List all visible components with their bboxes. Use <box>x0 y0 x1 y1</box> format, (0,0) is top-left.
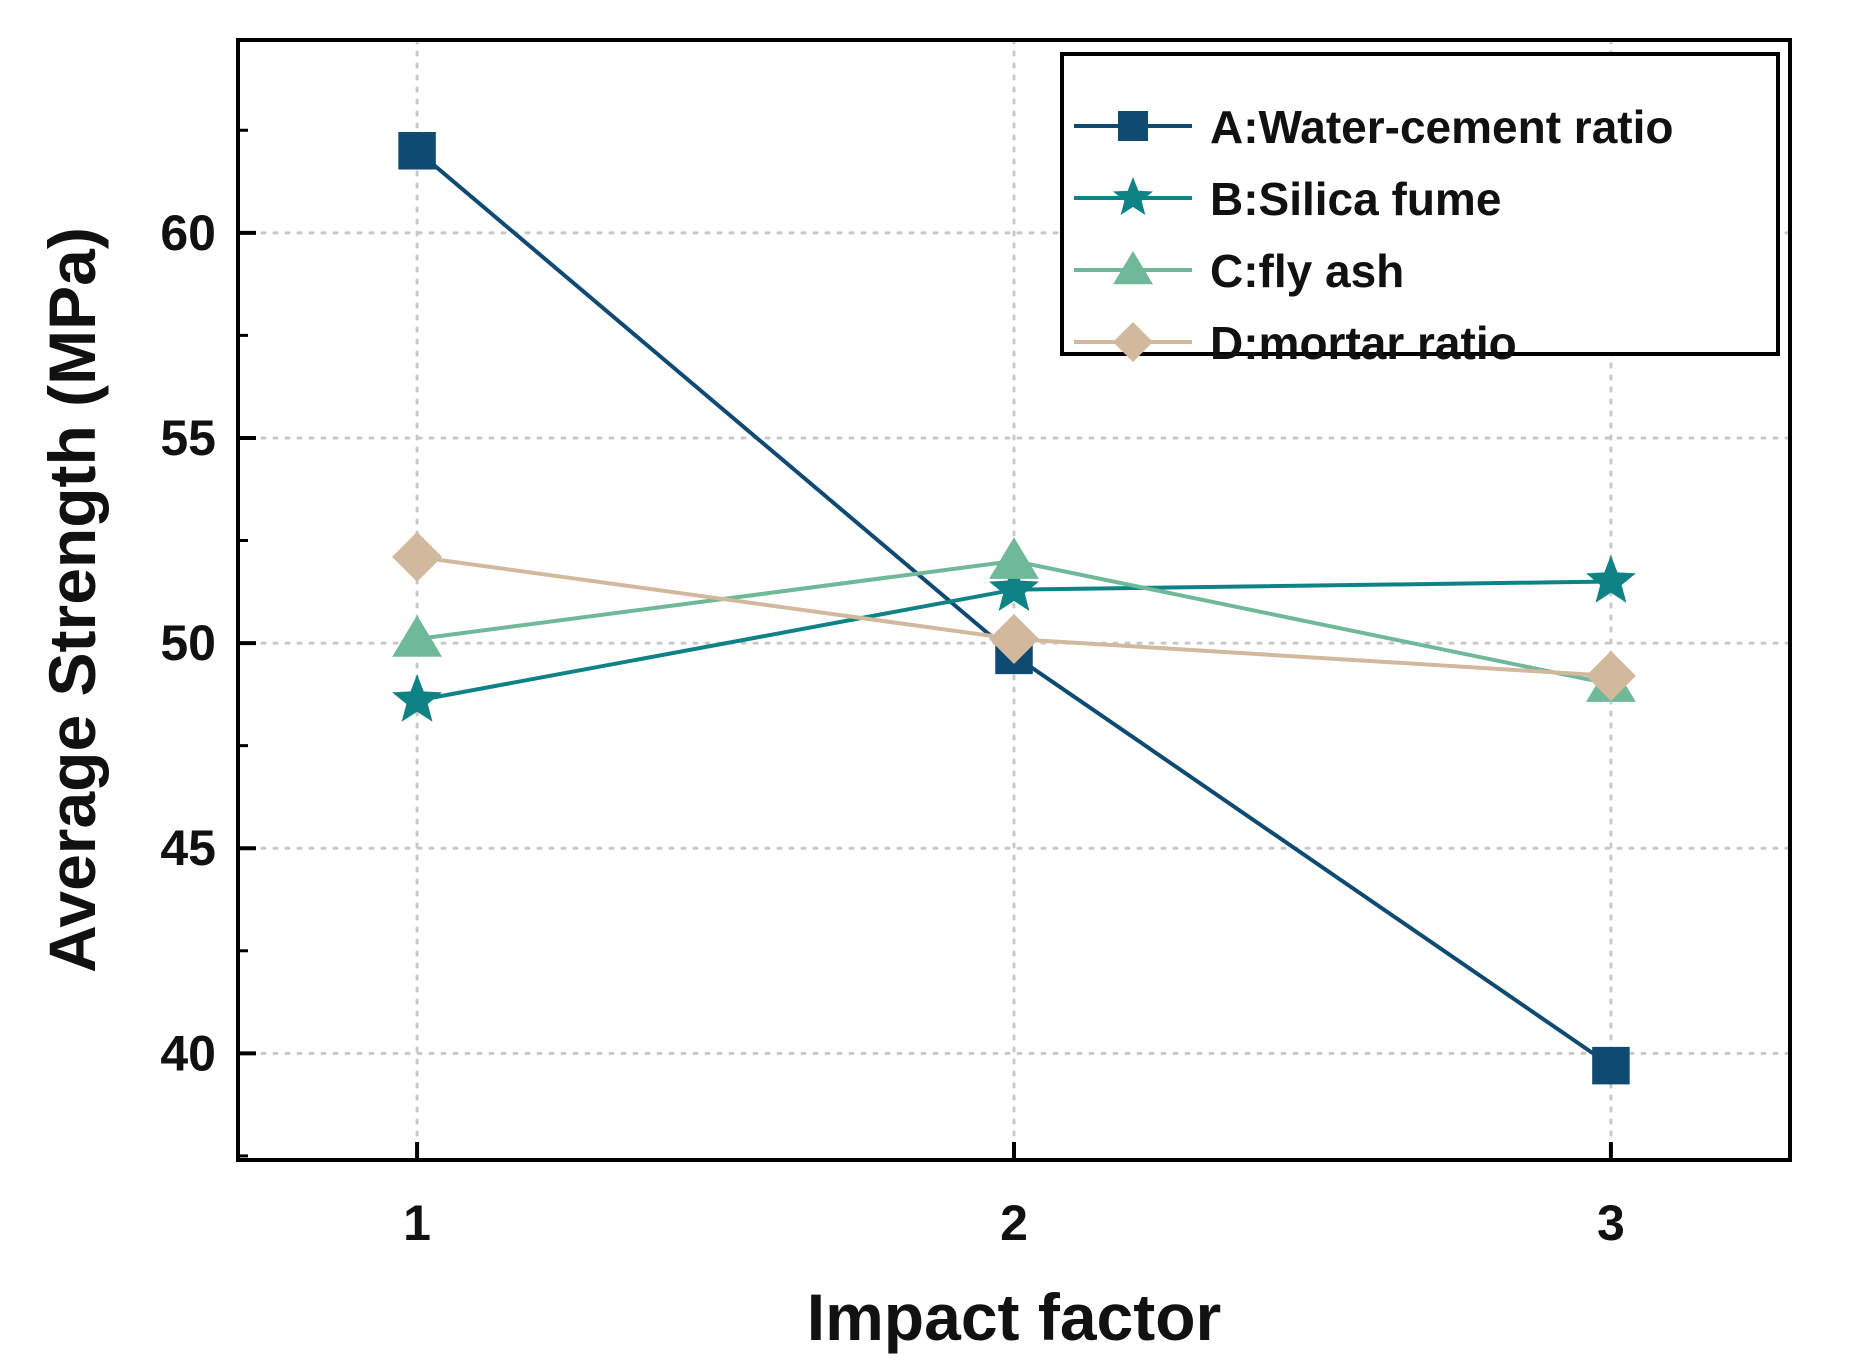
data-point-b-2 <box>989 563 1039 611</box>
x-tick-label: 1 <box>403 1195 431 1251</box>
y-tick-label: 45 <box>160 820 216 876</box>
data-point-c-2 <box>989 537 1039 579</box>
x-tick-label: 2 <box>1000 1195 1028 1251</box>
legend-label: D:mortar ratio <box>1210 317 1517 369</box>
data-point-a-3 <box>1592 1046 1630 1085</box>
legend-marker <box>1118 111 1148 141</box>
y-axis-title: Average Strength (MPa) <box>35 227 109 973</box>
y-tick-label: 55 <box>160 410 216 466</box>
data-point-b-1 <box>392 674 442 722</box>
y-tick-label: 40 <box>160 1025 216 1081</box>
x-axis-title: Impact factor <box>807 1280 1221 1354</box>
legend-label: A:Water-cement ratio <box>1210 101 1673 153</box>
x-tick-label: 3 <box>1597 1195 1625 1251</box>
data-point-b-3 <box>1586 555 1636 603</box>
data-point-c-1 <box>392 615 443 657</box>
legend-marker <box>1113 251 1153 285</box>
legend-marker <box>1113 177 1153 215</box>
legend: A:Water-cement ratio B:Silica fume C:fly a… <box>1060 52 1780 369</box>
y-axis: 40 45 50 55 60 <box>160 128 256 1158</box>
data-point-d-3 <box>1585 650 1636 701</box>
data-point-d-1 <box>392 531 443 582</box>
y-tick-label: 50 <box>160 615 216 671</box>
data-point-a-1 <box>398 132 436 170</box>
data-point-d-2 <box>989 613 1039 664</box>
legend-label: B:Silica fume <box>1210 173 1501 225</box>
legend-label: C:fly ash <box>1210 245 1404 297</box>
x-axis: 1 2 3 <box>403 1142 1625 1251</box>
series-markers <box>392 132 1636 1085</box>
y-tick-label: 60 <box>160 205 216 261</box>
legend-box <box>1060 52 1780 356</box>
legend-marker <box>1113 322 1153 362</box>
